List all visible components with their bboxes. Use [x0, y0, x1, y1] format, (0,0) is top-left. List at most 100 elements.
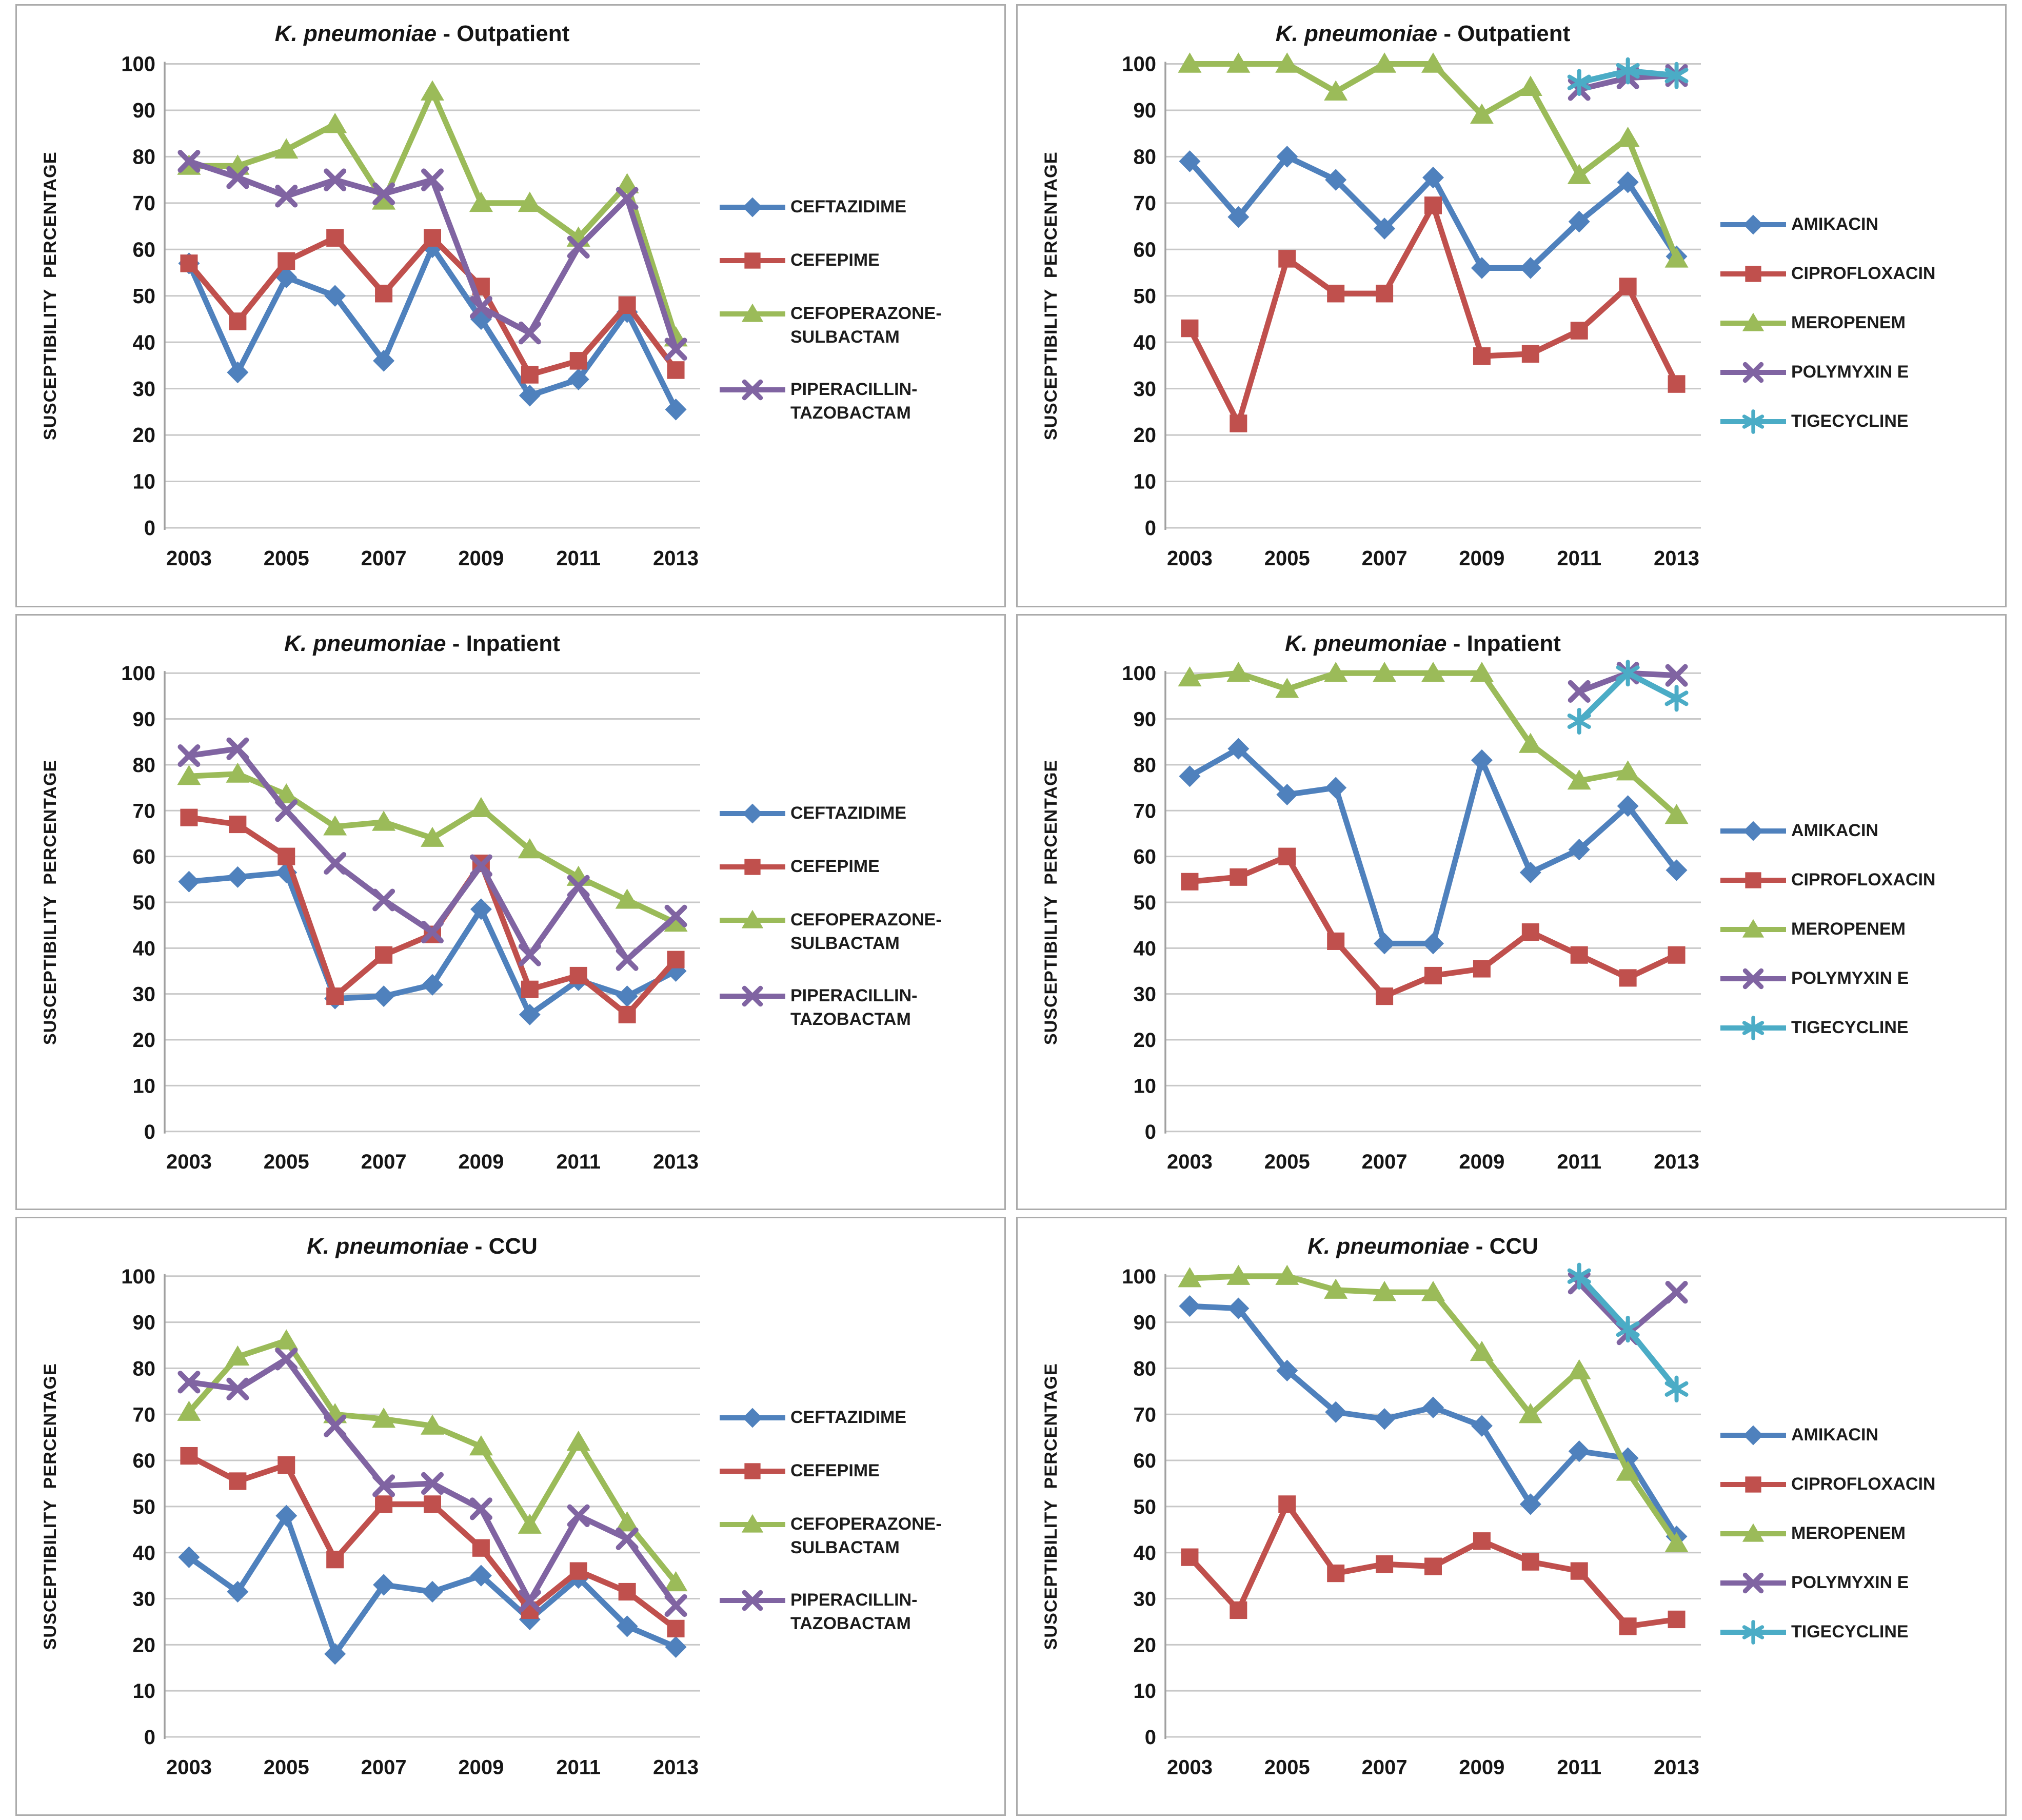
series-line	[1186, 202, 1680, 427]
x-marker-icon	[742, 1590, 763, 1611]
legend-item-tigecycline: TIGECYCLINE	[1719, 409, 2003, 434]
diamond-marker-icon	[324, 1643, 346, 1665]
triangle-marker-icon	[226, 1345, 250, 1366]
triangle-marker-icon	[615, 173, 639, 193]
diamond-marker-icon	[1276, 146, 1298, 168]
triangle-marker-icon	[421, 80, 444, 101]
triangle-legend-swatch-icon	[1720, 1523, 1786, 1542]
triangle-marker-icon	[1373, 52, 1397, 73]
legend-label: CEFTAZIDIME	[790, 1408, 907, 1427]
y-tick-label: 10	[133, 1075, 155, 1097]
x-marker-icon	[616, 187, 639, 210]
diamond-marker-icon	[1617, 795, 1639, 817]
square-marker-icon	[1473, 960, 1491, 978]
square-marker-icon	[521, 366, 539, 384]
series-meropenem	[1178, 1264, 1689, 1552]
square-marker-icon	[1278, 250, 1296, 268]
star-marker-icon	[1567, 69, 1591, 96]
legend: CEFTAZIDIME CEFEPIME CEFOPERAZONE- SULBACT…	[719, 620, 1002, 1209]
x-marker-icon	[226, 1377, 249, 1400]
diamond-marker-icon	[373, 1574, 395, 1596]
series-line	[186, 235, 679, 378]
star-marker-icon	[1616, 1315, 1640, 1343]
diamond-legend-swatch-icon	[720, 1408, 785, 1428]
panel-outpatient-cephalosporins: K. pneumoniae - Outpatient 0 10 20 30 40 50 60…	[15, 4, 1006, 607]
x-marker-icon	[275, 1348, 298, 1371]
triangle-marker-icon	[1421, 1281, 1445, 1301]
square-marker-icon	[229, 816, 247, 834]
diamond-marker-icon	[665, 399, 687, 421]
diamond-marker-icon	[1743, 821, 1763, 841]
y-tick-label: 90	[1134, 99, 1156, 122]
diamond-marker-icon	[1227, 1297, 1250, 1319]
gridlines	[165, 63, 700, 529]
y-tick-label: 90	[1134, 1311, 1156, 1334]
y-tick-label: 10	[133, 470, 155, 493]
square-marker-icon	[1668, 375, 1686, 393]
x-tick-label: 2007	[1362, 1755, 1408, 1778]
star-marker-icon	[1567, 707, 1591, 735]
x-marker-icon	[1742, 362, 1764, 383]
square-marker-icon	[180, 254, 198, 272]
panel-ccu-cephalosporins: K. pneumoniae - CCU 0 10 20 30 40 50 60 70 80 90 1…	[15, 1217, 1006, 1816]
diamond-marker-icon	[567, 368, 589, 390]
legend-label: TIGECYCLINE	[1791, 411, 1909, 431]
diamond-marker-icon	[227, 361, 249, 384]
square-marker-icon	[1521, 923, 1539, 941]
x-marker-icon	[421, 168, 444, 191]
square-marker-icon	[1745, 266, 1761, 282]
series-piperacillin-tazobactam	[177, 150, 687, 361]
series-line	[186, 771, 679, 926]
series-ciprofloxacin	[1181, 1495, 1686, 1635]
diamond-marker-icon	[665, 1636, 687, 1658]
diamond-marker-icon	[1374, 933, 1396, 955]
y-axis-title: SUSCEPTIBILITY PERCENTAGE	[41, 760, 60, 1045]
square-marker-icon	[1376, 1555, 1394, 1573]
square-marker-icon	[667, 1619, 685, 1638]
triangle-marker-icon	[518, 191, 542, 212]
y-tick-label: 60	[133, 238, 155, 261]
diamond-marker-icon	[742, 197, 763, 217]
chart-title: K. pneumoniae - Inpatient	[1079, 631, 1767, 657]
legend: AMIKACIN CIPROFLOXACIN MEROPENEM POLYMYXIN …	[1719, 633, 2003, 1209]
x-marker-icon	[469, 854, 492, 877]
square-legend-swatch-icon	[720, 252, 785, 269]
diamond-marker-icon	[519, 1003, 541, 1025]
x-tick-label: 2003	[166, 1151, 212, 1173]
diamond-marker-icon	[1276, 1359, 1298, 1382]
triangle-marker-icon	[518, 838, 542, 859]
y-tick-label: 10	[133, 1679, 155, 1703]
triangle-marker-icon	[1616, 1460, 1640, 1481]
triangle-marker-icon	[421, 826, 444, 847]
triangle-marker-icon	[1567, 164, 1591, 184]
y-tick-label: 70	[1134, 800, 1156, 822]
legend-label: CEFEPIME	[790, 250, 880, 270]
x-tick-label: 2007	[1362, 547, 1408, 570]
square-marker-icon	[1278, 847, 1296, 865]
diamond-marker-icon	[1743, 1425, 1763, 1446]
triangle-marker-icon	[372, 189, 396, 210]
square-marker-icon	[472, 1539, 490, 1557]
diamond-marker-icon	[1179, 1295, 1201, 1317]
diamond-marker-icon	[616, 985, 638, 1007]
square-marker-icon	[1570, 1562, 1588, 1580]
y-tick-label: 90	[1134, 708, 1156, 731]
triangle-marker-icon	[1421, 662, 1445, 682]
diamond-marker-icon	[1325, 169, 1347, 191]
y-tick-label: 80	[1134, 754, 1156, 777]
star-marker-icon	[1616, 660, 1640, 687]
legend-item-cefoperazone-sulbactam: CEFOPERAZONE- SULBACTAM	[719, 1512, 1002, 1559]
diamond-marker-icon	[227, 1580, 249, 1603]
triangle-marker-icon	[372, 810, 396, 831]
x-tick-label: 2009	[1459, 1755, 1504, 1778]
x-marker-icon	[567, 235, 590, 259]
y-tick-label: 50	[133, 892, 155, 914]
triangle-marker-icon	[664, 1571, 688, 1592]
x-marker-icon	[226, 737, 249, 760]
legend: AMIKACIN CIPROFLOXACIN MEROPENEM POLYMYXIN …	[1719, 1236, 2003, 1814]
series-tigecycline	[1567, 1262, 1689, 1403]
y-tick-label: 10	[1134, 1679, 1156, 1703]
